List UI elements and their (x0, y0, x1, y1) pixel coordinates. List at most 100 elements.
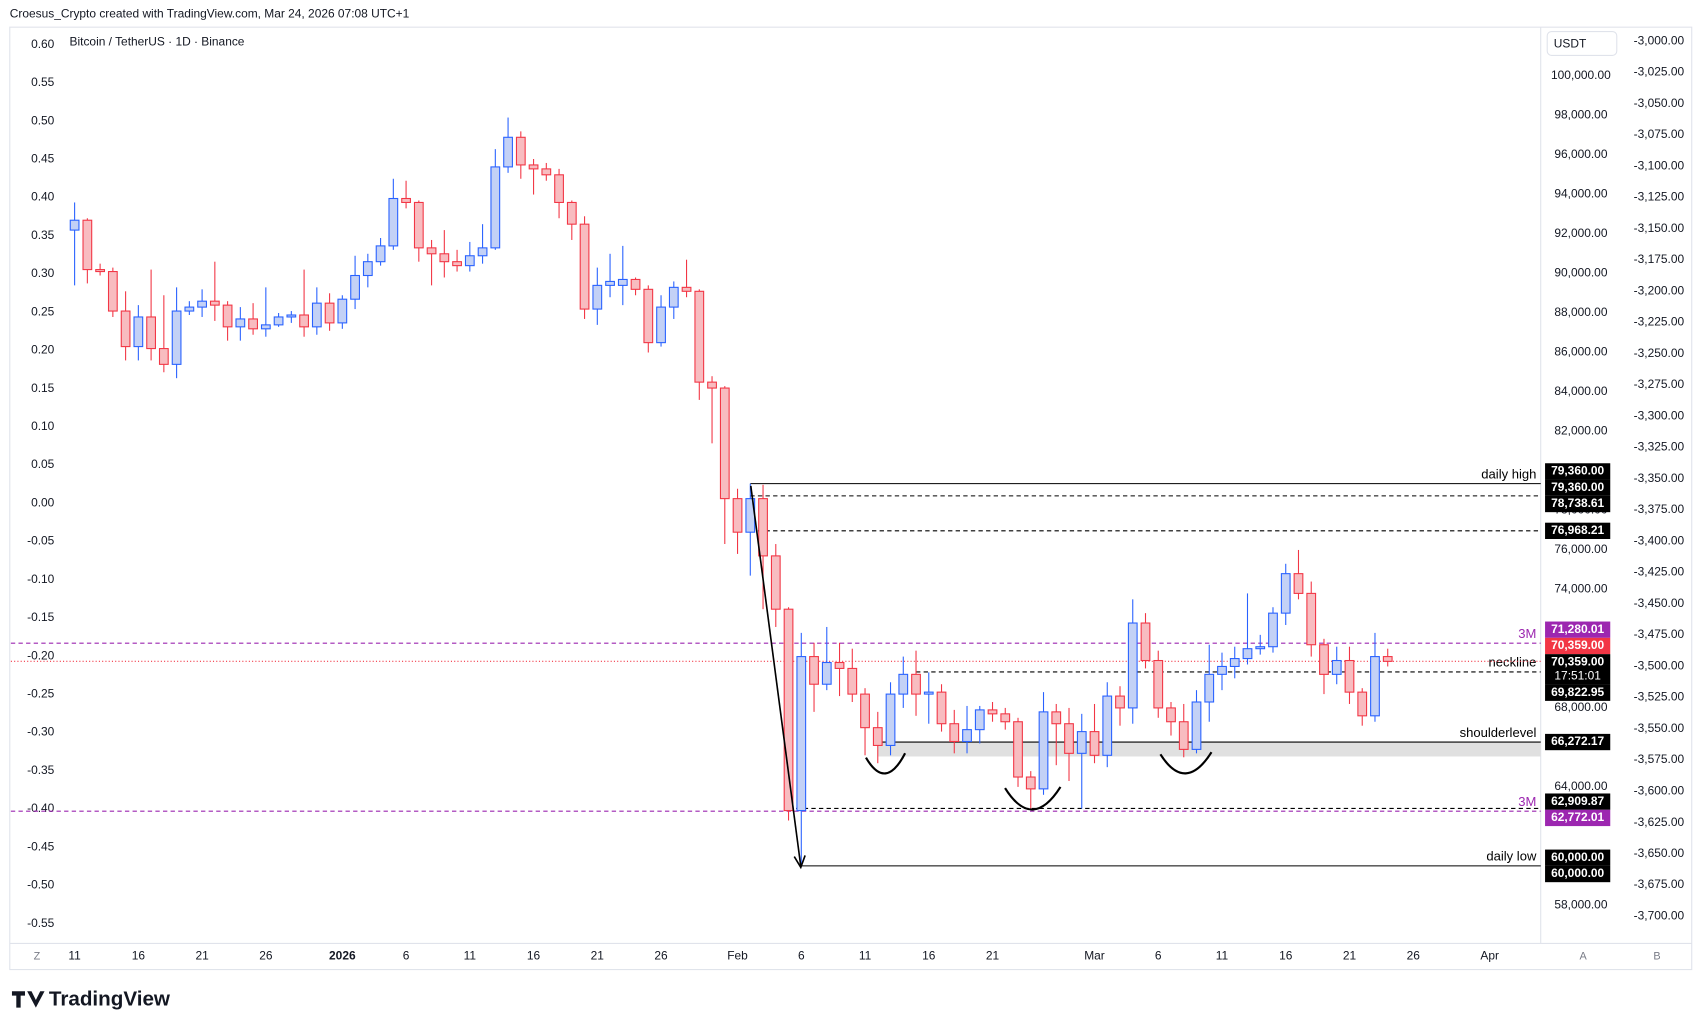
right-tick-label: -3,425.00 (1634, 565, 1685, 579)
button-z[interactable]: Z (34, 950, 41, 962)
x-tick-label: 11 (859, 949, 872, 963)
candle-body (260, 324, 271, 330)
candle-body (324, 302, 335, 324)
price-label: 69,822.95 (1551, 685, 1604, 699)
shoulder-arc (1159, 751, 1213, 775)
candle-body (1089, 731, 1100, 756)
candle-body (490, 166, 501, 249)
price-label-box (1545, 865, 1611, 883)
candle-body (630, 278, 641, 290)
left-tick-label: -0.50 (27, 878, 55, 892)
left-tick-label: -0.45 (27, 839, 55, 853)
button-b[interactable]: B (1653, 950, 1660, 962)
candle-body (847, 667, 858, 695)
candle-body (1331, 659, 1342, 675)
price-label-box (1545, 463, 1611, 480)
right-tick-label: -3,525.00 (1634, 690, 1685, 704)
x-tick-label: 21 (1343, 949, 1357, 963)
candle-body (1166, 707, 1176, 723)
left-tick-label: 0.50 (31, 113, 55, 127)
candle-body (681, 286, 692, 292)
candle-body (1013, 721, 1023, 778)
candle-body (299, 314, 309, 328)
left-tick-label: -0.10 (27, 572, 55, 586)
candle-body (1127, 622, 1138, 709)
candle-body (375, 245, 386, 263)
price-label: 60,000.00 (1551, 866, 1604, 880)
price-label-box (1545, 793, 1611, 810)
right-tick-label: -3,050.00 (1634, 96, 1685, 110)
currency[interactable]: USDT (1554, 37, 1587, 51)
left-tick-label: 0.55 (31, 75, 55, 89)
candle-body (1191, 701, 1202, 750)
left-tick-label: -0.55 (27, 916, 55, 930)
candle-body (1382, 656, 1393, 662)
candle-body (694, 290, 705, 383)
candle-body (579, 223, 590, 310)
candle-body (949, 723, 960, 743)
candle-body (146, 316, 156, 350)
candle-body (1229, 658, 1240, 667)
candle-body (783, 608, 794, 812)
price-label: 79,360.00 (1551, 480, 1604, 494)
level-label: 3M (1518, 794, 1536, 809)
brand: TradingView (49, 987, 171, 1010)
candle-body (605, 280, 615, 286)
candle-body (107, 271, 118, 312)
trend-arrow (749, 485, 802, 867)
candle-body (350, 274, 360, 300)
left-tick-label: 0.00 (31, 495, 55, 509)
candle-body (426, 247, 437, 255)
left-tick-label: 0.45 (31, 152, 55, 166)
left-tick-label: -0.20 (27, 648, 55, 662)
candle-body (528, 164, 539, 170)
left-tick-label: 0.35 (31, 228, 55, 242)
x-tick-label: 6 (403, 949, 410, 963)
x-tick-label: 16 (527, 949, 541, 963)
left-tick-label: -0.35 (27, 763, 55, 777)
drawings (749, 485, 1213, 870)
left-tick-label: 0.30 (31, 266, 55, 280)
left-tick-label: -0.30 (27, 725, 55, 739)
candle-body (401, 197, 411, 203)
candle-body (1051, 711, 1062, 725)
candle-body (439, 253, 450, 263)
candle-body (1217, 665, 1227, 675)
candle-body (643, 288, 654, 344)
x-tick-label: 26 (1407, 949, 1421, 963)
price-label-box (1545, 522, 1611, 539)
candle-body (95, 269, 105, 273)
price-label-box (1545, 479, 1611, 496)
y-tick-label: 98,000.00 (1554, 108, 1607, 122)
candle-body (796, 656, 807, 812)
candle-body (617, 278, 628, 286)
candle-body (1255, 646, 1266, 650)
candle-body (1064, 723, 1074, 754)
candle-body (171, 310, 182, 365)
right-tick-label: -3,700.00 (1634, 909, 1685, 923)
candle-body (974, 709, 985, 731)
price-label-box (1545, 733, 1611, 751)
candle-body (1076, 731, 1087, 754)
candle-body (337, 298, 348, 324)
candle-body (541, 168, 552, 176)
x-tick-label: 16 (1279, 949, 1293, 963)
right-tick-label: -3,225.00 (1634, 315, 1685, 329)
candle-body (82, 219, 93, 271)
candle-body (197, 300, 207, 308)
currency-button[interactable] (1546, 30, 1618, 56)
left-tick-label: 0.05 (31, 457, 55, 471)
price-label-box (1545, 809, 1611, 827)
candle-body (503, 136, 513, 168)
candle-body (566, 201, 577, 225)
x-tick-label: 11 (1216, 949, 1229, 963)
candle-body (668, 286, 679, 308)
right-tick-label: -3,100.00 (1634, 158, 1685, 172)
right-tick-label: -3,250.00 (1634, 346, 1685, 360)
left-tick-label: 0.40 (31, 190, 55, 204)
candle-body (1357, 691, 1368, 717)
price-label-box (1545, 495, 1611, 513)
right-tick-label: -3,650.00 (1634, 846, 1685, 860)
candle-body (1115, 695, 1125, 709)
button-a[interactable]: A (1579, 950, 1587, 962)
